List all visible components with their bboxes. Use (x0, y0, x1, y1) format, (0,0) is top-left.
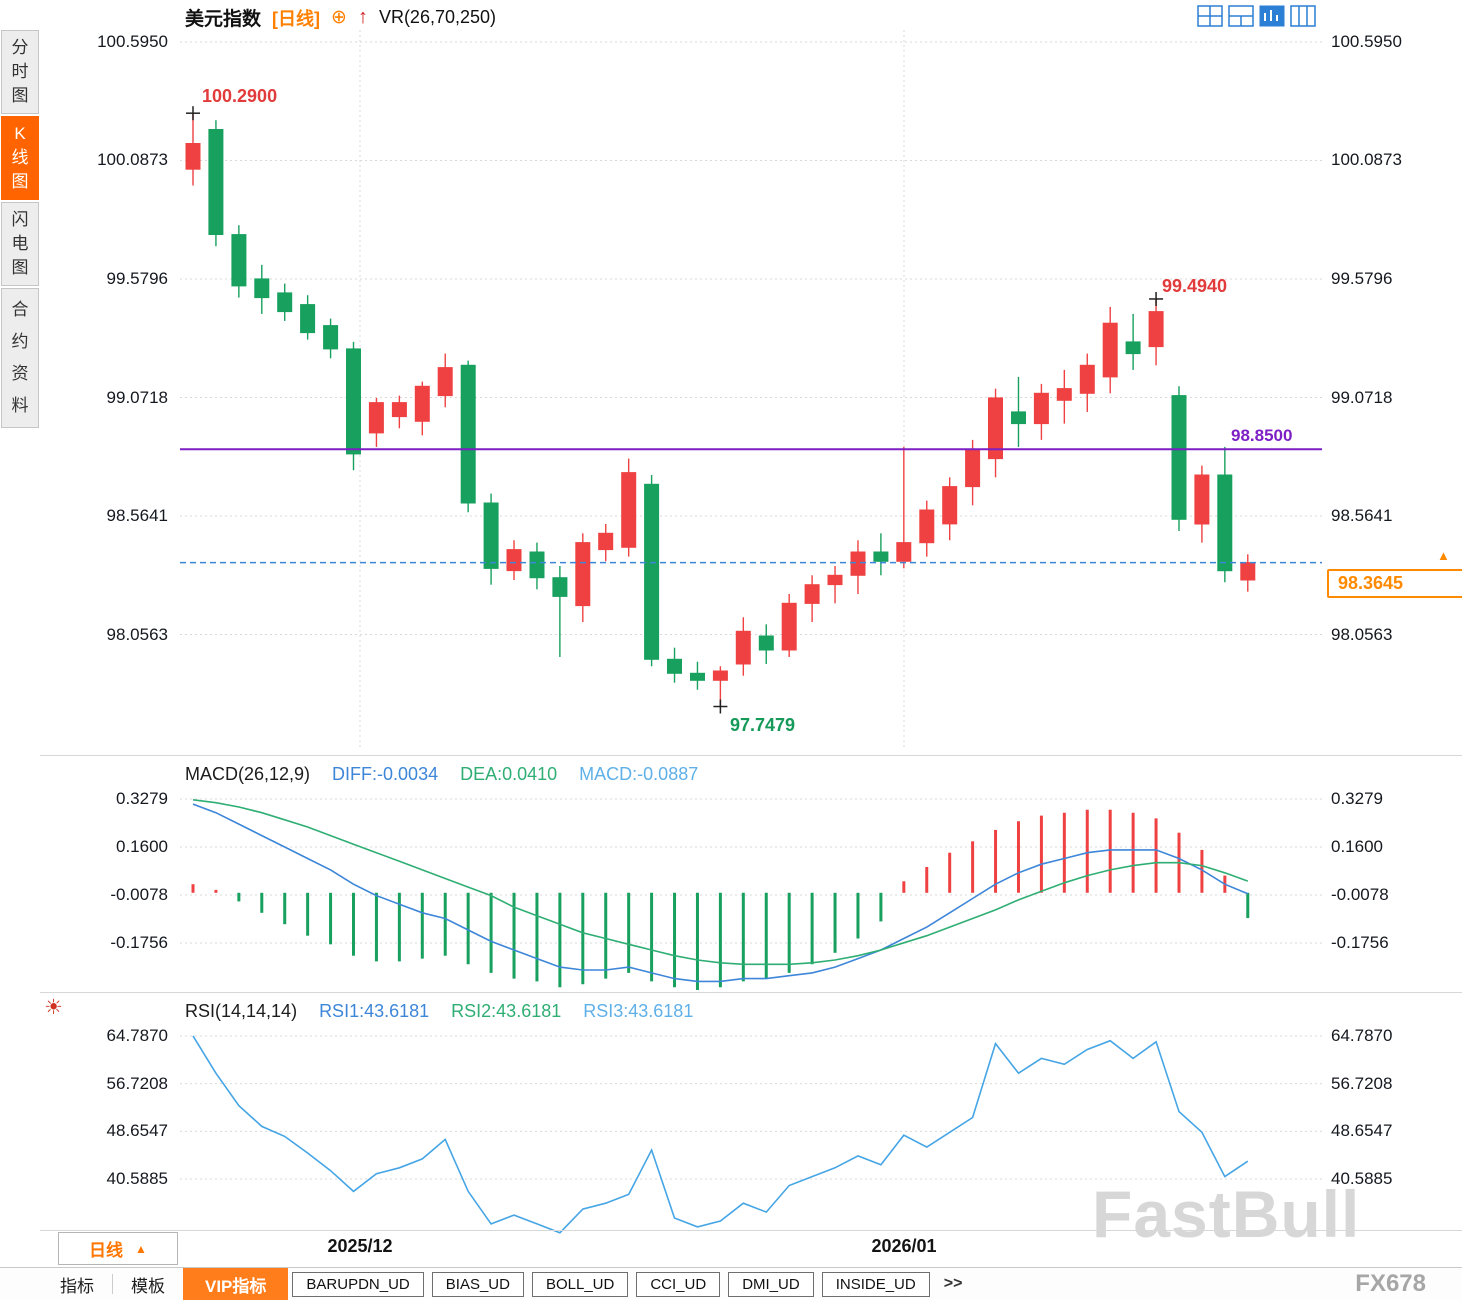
layout-columns-icon[interactable] (1290, 5, 1316, 27)
bottom-tab-指标[interactable]: 指标 (60, 1276, 94, 1296)
overlay-lines-layer (180, 448, 1322, 564)
symbol-title: 美元指数 (185, 9, 262, 30)
bottom-tab-VIP指标[interactable]: VIP指标 (183, 1268, 289, 1300)
rsi-title: RSI(14,14,14) (185, 1001, 298, 1021)
macd-dea-value: DEA:0.0410 (460, 764, 558, 784)
sidebar-tab-分时图[interactable]: 分 时 图 (1, 30, 39, 114)
bottom-tab-模板[interactable]: 模板 (131, 1276, 165, 1296)
rsi3-value: RSI3:43.6181 (583, 1001, 694, 1021)
bottom-tab-BOLL_UD[interactable]: BOLL_UD (531, 1271, 629, 1297)
macd-header: MACD(26,12,9) DIFF:-0.0034 DEA:0.0410 MA… (185, 764, 698, 785)
sidebar-tab-active-K线图[interactable]: K 线 图 (1, 116, 39, 200)
period-tag: [日线] (272, 8, 321, 29)
toolbar-divider (112, 1274, 113, 1294)
macd-title: MACD(26,12,9) (185, 764, 311, 784)
layout-grid-icon[interactable] (1197, 5, 1223, 27)
sidebar-tab-闪电图[interactable]: 闪 电 图 (1, 202, 39, 286)
up-arrow-icon: ↑ (357, 6, 368, 28)
layout-chart-icon[interactable] (1259, 5, 1285, 27)
bottom-tab->>[interactable]: >> (943, 1275, 963, 1292)
candles-layer (185, 113, 1256, 707)
panel-separator (40, 1230, 1462, 1231)
layout-toolbar (1197, 5, 1316, 27)
fastbull-watermark: FastBull (1092, 1177, 1361, 1251)
add-indicator-icon[interactable]: ⊕ (331, 7, 347, 28)
layout-rows-icon[interactable] (1228, 5, 1254, 27)
bottom-tab-CCI_UD[interactable]: CCI_UD (636, 1271, 721, 1297)
bottom-tab-DMI_UD[interactable]: DMI_UD (728, 1271, 814, 1297)
sidebar-tab-合约资料[interactable]: 合 约 资 料 (1, 288, 39, 428)
macd-layer (191, 799, 1250, 990)
vr-indicator-label: VR(26,70,250) (378, 7, 497, 27)
chevron-up-icon: ▲ (135, 1241, 147, 1256)
crosshair-markers-layer (186, 106, 1164, 714)
low-price-annotation: 97.7479 (730, 715, 796, 735)
macd-diff-value: DIFF:-0.0034 (332, 764, 439, 784)
panel-separator (40, 992, 1462, 993)
period-selector-button[interactable]: 日线 ▲ (58, 1232, 178, 1265)
rsi-header: RSI(14,14,14) RSI1:43.6181 RSI2:43.6181 … (185, 1001, 693, 1022)
last-price-box: 98.3645 (1327, 569, 1462, 598)
period-label: 日线 (89, 1241, 124, 1260)
bottom-tab-INSIDE_UD[interactable]: INSIDE_UD (821, 1271, 930, 1297)
rsi1-value: RSI1:43.6181 (319, 1001, 430, 1021)
hline-price-label: 98.8500 (1231, 426, 1293, 445)
bottom-toolbar: 指标 模板 VIP指标 BARUPDN_UD BIAS_UD BOLL_UD CCI_UD D… (0, 1267, 1462, 1300)
peak-price-annotation: 99.4940 (1162, 276, 1228, 296)
bottom-tab-BIAS_UD[interactable]: BIAS_UD (431, 1271, 524, 1297)
price-up-marker-icon: ▲ (1437, 548, 1450, 563)
sun-icon[interactable]: ☀ (44, 996, 63, 1019)
high-price-annotation: 100.2900 (202, 86, 278, 106)
panel-separator (40, 755, 1462, 756)
chart-header: 美元指数 [日线] ⊕ ↑ VR(26,70,250) (185, 4, 496, 31)
macd-hist-value: MACD:-0.0887 (579, 764, 699, 784)
rsi2-value: RSI2:43.6181 (451, 1001, 562, 1021)
bottom-tab-BARUPDN_UD[interactable]: BARUPDN_UD (292, 1271, 424, 1297)
fx678-watermark: FX678 (1355, 1270, 1426, 1297)
rsi-layer (192, 1035, 1249, 1234)
